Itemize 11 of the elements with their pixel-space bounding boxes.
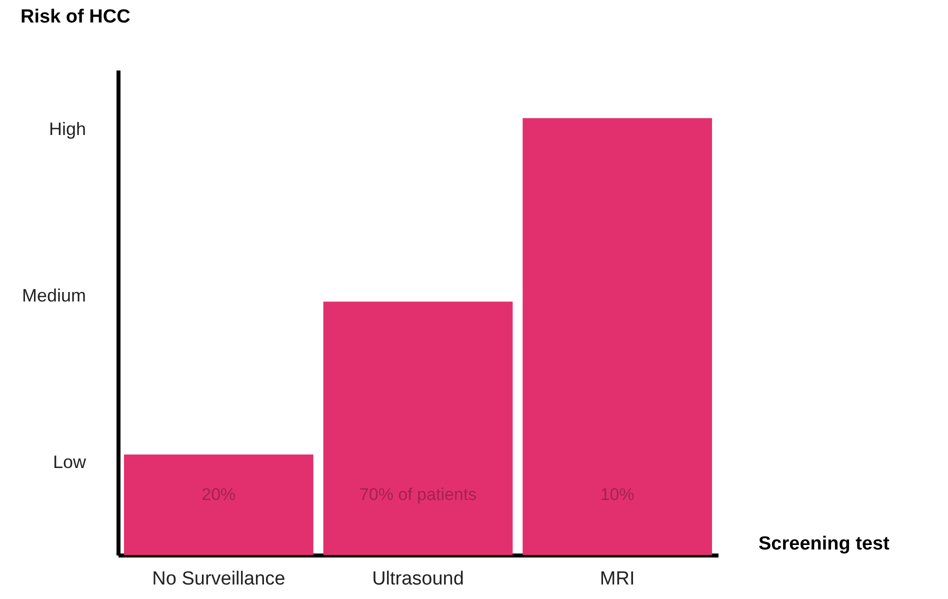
annotation: 10%: [600, 485, 634, 504]
x-tick-label: MRI: [600, 568, 635, 590]
y-axis-title: Risk of HCC: [20, 6, 131, 28]
text: Low: [52, 452, 87, 472]
annotation: 70% of patients: [359, 485, 477, 504]
x-tick-label: No Surveillance: [152, 568, 286, 590]
text: High: [48, 119, 86, 139]
x-axis-title: Screening test: [758, 534, 890, 554]
annotation: 20%: [202, 485, 236, 504]
x-tick-label: Ultrasound: [372, 568, 464, 590]
text: Medium: [22, 286, 86, 306]
